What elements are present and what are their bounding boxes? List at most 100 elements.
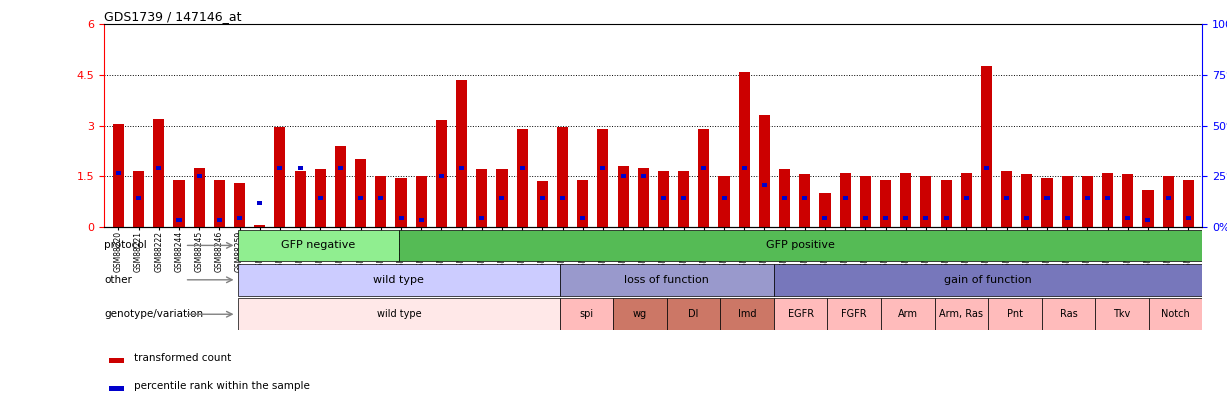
Bar xyxy=(115,171,121,175)
Bar xyxy=(113,124,124,227)
Text: Arm: Arm xyxy=(898,309,918,319)
Bar xyxy=(903,216,908,220)
Bar xyxy=(196,174,201,178)
Text: wg: wg xyxy=(633,309,647,319)
Bar xyxy=(600,166,605,170)
Text: transformed count: transformed count xyxy=(135,353,232,363)
Bar xyxy=(961,173,972,227)
Bar xyxy=(1044,196,1049,200)
Bar xyxy=(318,196,323,200)
Bar xyxy=(614,298,666,330)
Bar xyxy=(476,169,487,227)
Bar xyxy=(702,166,707,170)
Bar xyxy=(136,196,141,200)
Text: other: other xyxy=(104,275,133,285)
Bar xyxy=(254,225,265,227)
Bar xyxy=(1001,171,1012,227)
Bar xyxy=(557,127,568,227)
Bar xyxy=(1042,178,1053,227)
Text: Dl: Dl xyxy=(688,309,698,319)
Bar xyxy=(1142,190,1153,227)
Bar xyxy=(843,196,848,200)
Bar xyxy=(108,386,124,390)
Bar xyxy=(638,168,649,227)
Bar xyxy=(517,129,528,227)
Bar xyxy=(238,264,560,296)
Bar xyxy=(721,196,726,200)
Bar xyxy=(802,196,807,200)
Bar xyxy=(560,196,566,200)
Bar xyxy=(720,298,774,330)
Bar xyxy=(1146,218,1151,222)
Bar xyxy=(617,166,628,227)
Bar xyxy=(258,201,263,205)
Bar xyxy=(1123,175,1134,227)
Bar xyxy=(133,171,144,227)
Text: Tkv: Tkv xyxy=(1113,309,1131,319)
Bar xyxy=(173,179,184,227)
Bar xyxy=(378,196,383,200)
Bar xyxy=(1085,196,1090,200)
Bar xyxy=(988,298,1042,330)
Bar xyxy=(698,129,709,227)
Bar xyxy=(375,176,387,227)
Bar xyxy=(315,169,326,227)
Text: Pnt: Pnt xyxy=(1007,309,1023,319)
Text: wild type: wild type xyxy=(373,275,425,285)
Bar xyxy=(399,216,404,220)
Bar xyxy=(681,196,686,200)
Bar xyxy=(774,298,827,330)
Bar xyxy=(1183,179,1194,227)
Bar xyxy=(560,298,614,330)
Bar xyxy=(666,298,720,330)
Bar xyxy=(881,298,935,330)
Text: protocol: protocol xyxy=(104,241,147,250)
Bar xyxy=(499,196,504,200)
Text: FGFR: FGFR xyxy=(842,309,867,319)
Text: spi: spi xyxy=(579,309,594,319)
Bar xyxy=(275,127,286,227)
Bar xyxy=(658,171,669,227)
Bar xyxy=(839,173,850,227)
Bar xyxy=(237,216,242,220)
Bar xyxy=(577,179,588,227)
Bar xyxy=(277,166,282,170)
Bar xyxy=(758,115,771,227)
Bar xyxy=(774,264,1202,296)
Bar xyxy=(980,66,991,227)
Text: GFP negative: GFP negative xyxy=(281,241,356,250)
Bar xyxy=(194,168,205,227)
Bar xyxy=(1025,216,1029,220)
Bar xyxy=(213,179,225,227)
Bar xyxy=(963,196,969,200)
Bar xyxy=(1125,216,1130,220)
Bar xyxy=(456,80,467,227)
Bar xyxy=(540,196,545,200)
Bar xyxy=(901,173,912,227)
Bar xyxy=(153,119,164,227)
Bar xyxy=(560,264,774,296)
Text: Notch: Notch xyxy=(1161,309,1190,319)
Bar xyxy=(860,176,871,227)
Bar xyxy=(782,196,787,200)
Bar xyxy=(436,121,447,227)
Bar xyxy=(337,166,344,170)
Text: percentile rank within the sample: percentile rank within the sample xyxy=(135,381,310,391)
Bar xyxy=(621,174,626,178)
Bar xyxy=(863,216,867,220)
Text: genotype/variation: genotype/variation xyxy=(104,309,204,319)
Bar xyxy=(418,218,423,222)
Text: Imd: Imd xyxy=(737,309,756,319)
Bar xyxy=(1021,175,1032,227)
Bar xyxy=(719,176,730,227)
Bar xyxy=(935,298,988,330)
Bar xyxy=(640,174,645,178)
Bar xyxy=(941,179,952,227)
Bar xyxy=(335,146,346,227)
Bar xyxy=(520,166,525,170)
Text: wild type: wild type xyxy=(377,309,421,319)
Bar xyxy=(1106,196,1110,200)
Bar xyxy=(177,218,182,222)
Bar xyxy=(883,216,888,220)
Text: Ras: Ras xyxy=(1060,309,1077,319)
